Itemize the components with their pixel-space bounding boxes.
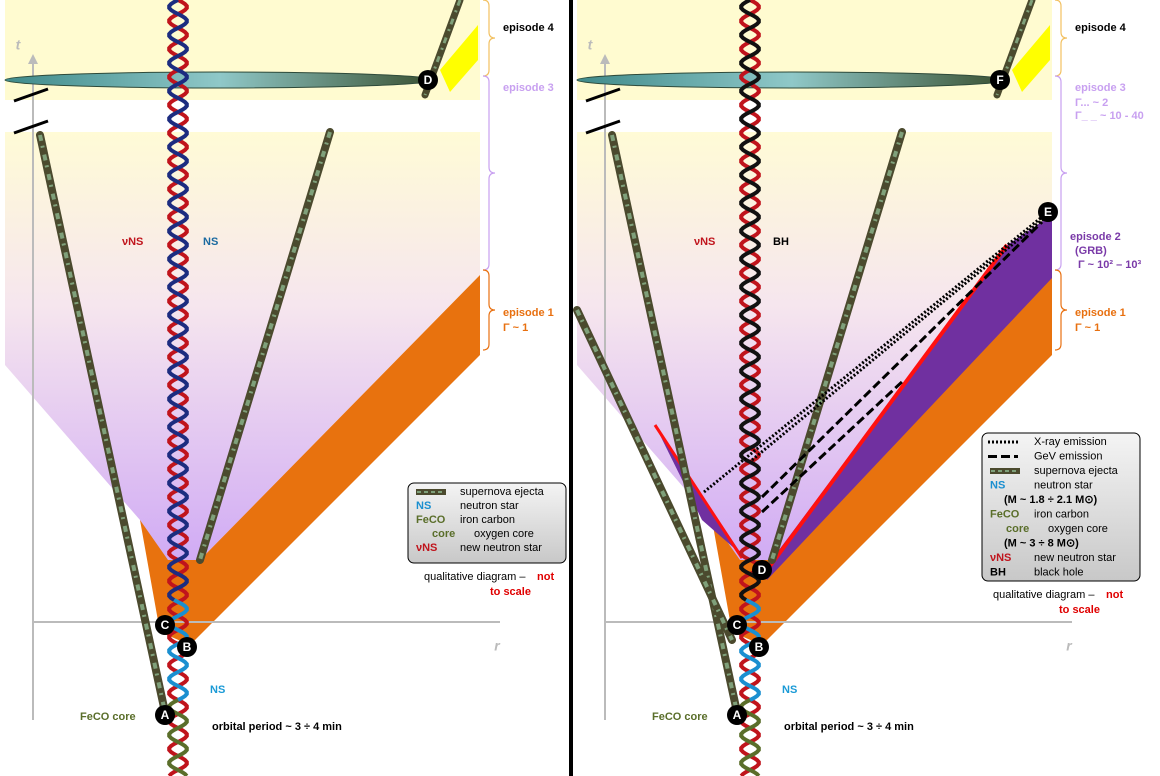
legend-key: BH [990,566,1006,578]
note-emphasis: not [1106,589,1123,601]
legend-key: core [432,528,455,540]
gamma-label: Γ ~ 1 [503,322,528,334]
note: qualitative diagram – [424,571,526,583]
episode-label: episode 2 [1070,231,1121,243]
episode-label: episode 4 [1075,22,1127,34]
legend-text: GeV emission [1034,450,1102,462]
legend-text: neutron star [1034,479,1093,491]
legend-text: neutron star [460,500,519,512]
brace [1055,76,1067,270]
legend-key: FeCO [990,508,1020,520]
event-label: D [424,73,433,87]
episode-label: episode 4 [503,22,555,34]
gamma-label: Γ ~ 10² – 10³ [1078,259,1142,271]
brace [483,76,495,270]
legend-key: NS [416,500,431,512]
note: qualitative diagram – [993,589,1095,601]
disc [577,72,1007,88]
axis-break [586,121,620,133]
legend-key: νNS [416,542,437,554]
note-emphasis: not [537,571,554,583]
legend-text: (M ~ 1.8 ÷ 2.1 M⊙) [1004,494,1098,506]
note-emphasis: to scale [1059,604,1100,616]
legend-text: new neutron star [460,542,542,554]
episode-label: episode 3 [1075,82,1126,94]
brace [1055,270,1067,350]
star-label: NS [203,236,218,248]
event-label: B [183,640,192,654]
brace [483,0,495,76]
legend-text: oxygen core [1048,523,1108,535]
legend-text: X-ray emission [1034,436,1107,448]
period-label: orbital period ~ 3 ÷ 4 min [784,721,914,733]
star-label: BH [773,236,789,248]
event-label: B [755,640,764,654]
star-label: νNS [694,236,715,248]
axis-break [14,121,48,133]
legend-text: oxygen core [474,528,534,540]
brace [483,270,495,350]
axis-label: r [494,638,501,654]
period-label: orbital period ~ 3 ÷ 4 min [212,721,342,733]
event-label: E [1044,205,1052,219]
legend-text: black hole [1034,566,1084,578]
event-label: C [161,618,170,632]
event-label: C [733,618,742,632]
event-label: D [758,563,767,577]
legend-text: supernova ejecta [460,486,545,498]
diagram: trDCBAepisode 4episode 3episode 1Γ ~ 1νN… [0,0,1160,776]
event-label: A [733,708,742,722]
gamma-label: Γ_ _ ~ 10 - 40 [1075,110,1144,122]
episode-label: (GRB) [1075,245,1107,257]
episode-label: episode 1 [1075,307,1126,319]
gamma-label: Γ... ~ 2 [1075,97,1108,109]
legend-text: supernova ejecta [1034,465,1119,477]
legend-key: FeCO [416,514,446,526]
star-label: NS [210,684,225,696]
legend-text: iron carbon [460,514,515,526]
legend-key: NS [990,479,1005,491]
disc [5,72,435,88]
event-label: A [161,708,170,722]
legend-text: (M ~ 3 ÷ 8 M⊙) [1004,537,1079,549]
star-label: νNS [122,236,143,248]
gamma-label: Γ ~ 1 [1075,322,1100,334]
core-label: FeCO core [80,711,136,723]
star-label: NS [782,684,797,696]
legend-key: core [1006,523,1029,535]
episode-label: episode 3 [503,82,554,94]
event-label: F [996,73,1003,87]
note-emphasis: to scale [490,586,531,598]
episode-label: episode 1 [503,307,554,319]
brace [1055,0,1067,76]
core-label: FeCO core [652,711,708,723]
legend-text: new neutron star [1034,552,1116,564]
axis-label: r [1066,638,1073,654]
legend-key: νNS [990,552,1011,564]
legend-text: iron carbon [1034,508,1089,520]
